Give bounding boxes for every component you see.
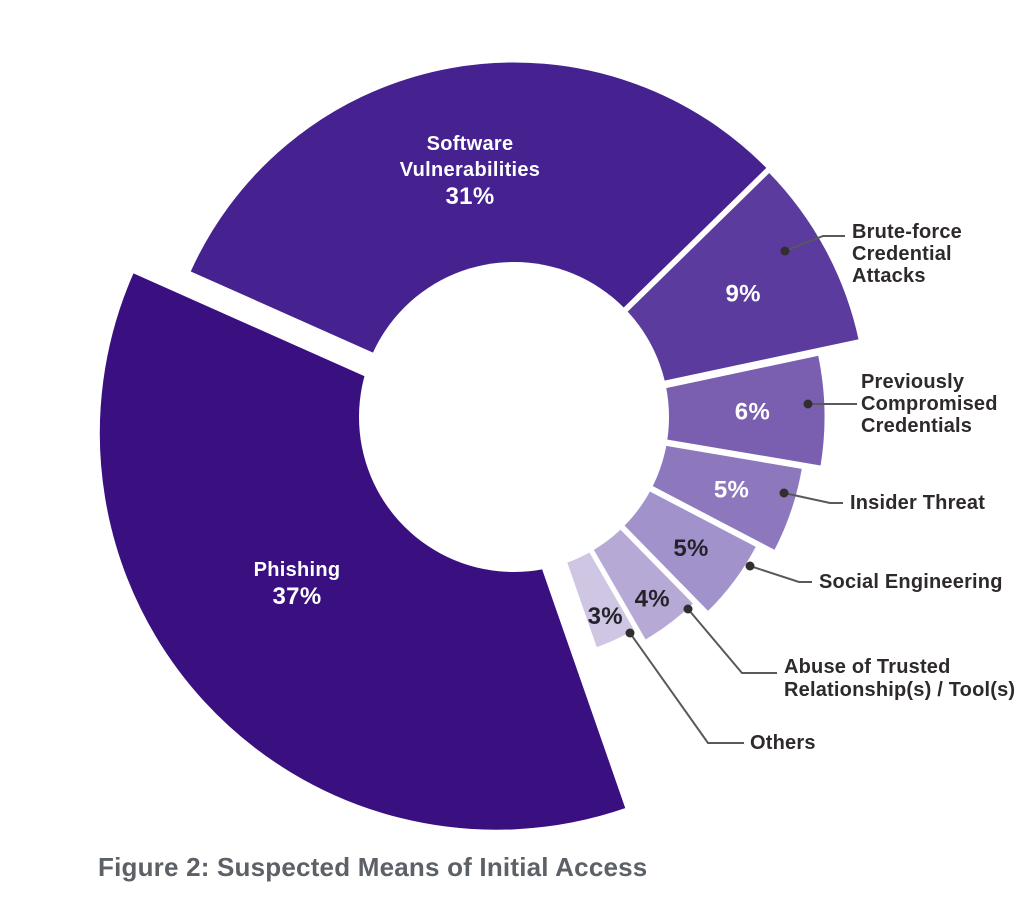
callout-label-others: Others [750, 732, 816, 754]
leader-dot-brute-force-credential-attacks [780, 246, 790, 256]
callout-label-social-engineering: Social Engineering [819, 571, 1003, 593]
slice-phishing [96, 269, 630, 833]
leader-line-abuse-of-trusted-relationships-tools [687, 608, 777, 674]
figure-caption: Figure 2: Suspected Means of Initial Acc… [98, 852, 648, 882]
leader-dot-others [625, 628, 635, 638]
slice-software-vulnerabilities [186, 59, 771, 419]
leader-dot-previously-compromised-credentials [803, 399, 813, 409]
leader-line-brute-force-credential-attacks [784, 235, 845, 252]
slice-label-brute-force-credential-attacks: 9% [725, 281, 760, 308]
callout-previously-compromised-credentials: Previously Compromised Credentials [803, 371, 998, 437]
slice-previously-compromised-credentials [523, 352, 828, 469]
callout-label-insider-threat: Insider Threat [850, 492, 985, 514]
slice-label-software-vulnerabilities: Software Vulnerabilities 31% [400, 133, 540, 210]
slice-label-insider-threat: 5% [714, 477, 749, 504]
callout-social-engineering: Social Engineering [745, 561, 1003, 593]
slice-label-phishing: Phishing 37% [254, 559, 341, 610]
leader-line-others [629, 632, 744, 744]
slice-label-social-engineering: 5% [673, 535, 708, 562]
callout-abuse-of-trusted-relationships-tools: Abuse of Trusted Relationship(s) / Tool(s… [683, 604, 1015, 701]
callout-label-brute-force-credential-attacks: Brute-force Credential Attacks [852, 221, 962, 287]
slice-label-abuse-of-trusted-relationships-tools: 4% [635, 586, 670, 613]
leader-line-social-engineering [749, 565, 812, 583]
leader-dot-abuse-of-trusted-relationships-tools [683, 604, 693, 614]
callout-others: Others [625, 628, 816, 754]
callout-label-abuse-of-trusted-relationships-tools: Abuse of Trusted Relationship(s) / Tool(s… [784, 656, 1015, 701]
slice-label-previously-compromised-credentials: 6% [735, 399, 770, 426]
donut-hole [359, 262, 669, 572]
callout-insider-threat: Insider Threat [779, 488, 985, 514]
slice-label-others: 3% [588, 603, 623, 630]
leader-line-insider-threat [783, 492, 843, 504]
callout-label-previously-compromised-credentials: Previously Compromised Credentials [861, 371, 998, 437]
callout-brute-force-credential-attacks: Brute-force Credential Attacks [780, 221, 962, 287]
leader-dot-insider-threat [779, 488, 789, 498]
leader-dot-social-engineering [745, 561, 755, 571]
